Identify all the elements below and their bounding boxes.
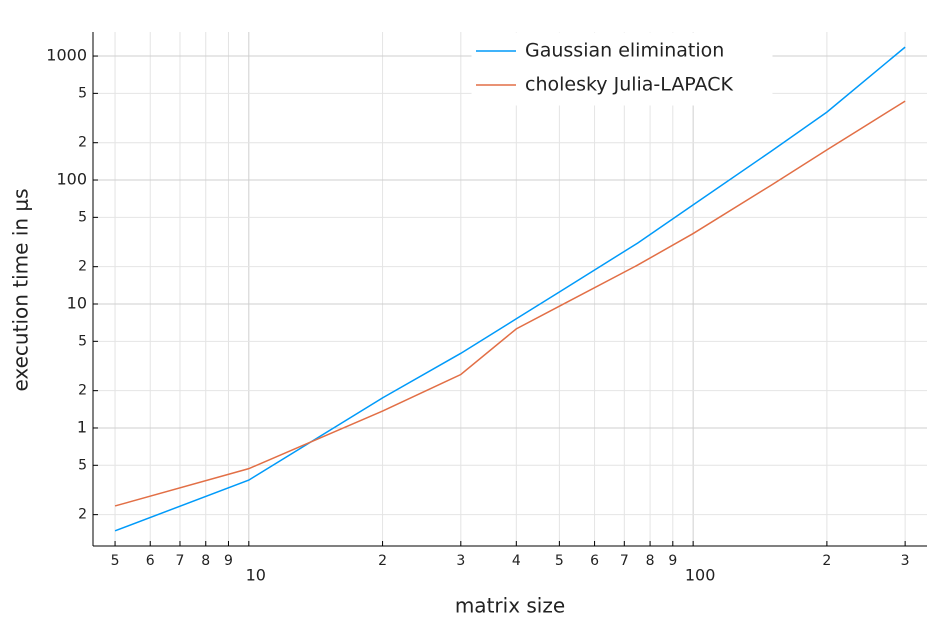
x-tick-label: 7 — [176, 553, 185, 569]
x-tick-label: 5 — [555, 553, 564, 569]
x-tick-label: 4 — [512, 553, 521, 569]
x-tick-label: 8 — [646, 553, 655, 569]
series-line — [114, 46, 906, 532]
x-tick-label: 3 — [456, 553, 465, 569]
y-axis-title: execution time in μs — [9, 188, 33, 391]
x-major-tick-label: 100 — [685, 566, 716, 585]
x-tick-label: 3 — [901, 553, 910, 569]
y-tick-label: 100 — [56, 170, 87, 189]
y-tick-label: 5 — [78, 333, 87, 349]
x-tick-label: 2 — [822, 553, 831, 569]
x-major-tick-label: 10 — [246, 566, 266, 585]
y-tick-label: 10 — [67, 294, 87, 313]
x-tick-label: 2 — [378, 553, 387, 569]
x-tick-label: 9 — [668, 553, 677, 569]
series-line — [114, 100, 906, 507]
x-tick-label: 8 — [201, 553, 210, 569]
y-tick-label: 5 — [78, 85, 87, 101]
y-tick-label: 2 — [78, 507, 87, 523]
x-tick-label: 6 — [590, 553, 599, 569]
x-axis-title: matrix size — [455, 594, 565, 618]
y-tick-label: 1 — [77, 417, 87, 436]
y-tick-label: 5 — [78, 209, 87, 225]
y-tick-label: 5 — [78, 457, 87, 473]
x-tick-label: 6 — [146, 553, 155, 569]
x-tick-label: 7 — [620, 553, 629, 569]
x-tick-label: 5 — [111, 553, 120, 569]
y-tick-label: 2 — [78, 135, 87, 151]
legend-label: cholesky Julia-LAPACK — [525, 74, 733, 96]
legend-label: Gaussian elimination — [525, 40, 724, 62]
y-tick-label: 1000 — [46, 46, 87, 65]
legend-box — [471, 32, 773, 106]
y-tick-label: 2 — [78, 259, 87, 275]
y-tick-label: 2 — [78, 383, 87, 399]
x-tick-label: 9 — [224, 553, 233, 569]
